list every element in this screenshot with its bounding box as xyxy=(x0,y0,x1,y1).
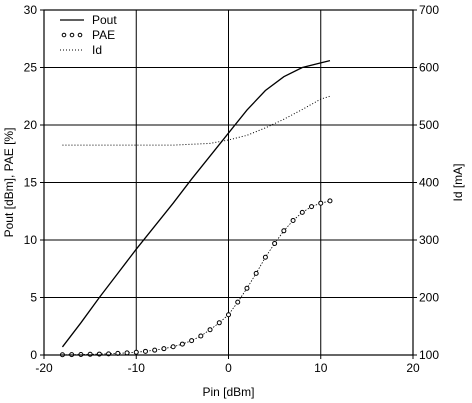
y2-tick-label: 500 xyxy=(419,118,439,132)
y2-tick-label: 100 xyxy=(419,348,439,362)
y-tick-label: 5 xyxy=(30,291,37,305)
series-pae-point xyxy=(309,204,315,210)
legend-pae-marker xyxy=(69,32,75,38)
y2-axis-label: Id [mA] xyxy=(451,163,465,201)
legend-pout-label: Pout xyxy=(92,13,117,27)
series-pae-point xyxy=(262,254,268,260)
legend-id-label: Id xyxy=(92,43,102,57)
x-tick-label: 10 xyxy=(314,361,328,375)
series-pae-point xyxy=(299,209,305,215)
series-pae-point xyxy=(290,217,296,223)
y2-tick-label: 600 xyxy=(419,61,439,75)
series-pae-point xyxy=(124,350,130,356)
x-tick-label: 20 xyxy=(406,361,420,375)
legend-pae-label: PAE xyxy=(92,28,115,42)
y-tick-label: 15 xyxy=(24,176,38,190)
series-pae-point xyxy=(207,327,213,333)
ticks: -20 -10 0 10 2005101520253010020030040050060… xyxy=(24,3,440,375)
series-pae-point xyxy=(253,270,259,276)
series-pout-line xyxy=(61,59,331,348)
series-pae-point xyxy=(179,341,185,347)
legend-pae-marker xyxy=(61,32,67,38)
series-pae-point xyxy=(318,200,324,206)
x-tick-label: 0 xyxy=(225,361,232,375)
series-pae-point xyxy=(272,240,278,246)
grid xyxy=(44,10,413,355)
y-axis-label: Pout [dBm], PAE [%] xyxy=(2,128,16,238)
y-tick-label: 30 xyxy=(24,3,38,17)
series-pae-point xyxy=(235,299,241,305)
y2-tick-label: 700 xyxy=(419,3,439,17)
series-pae-point xyxy=(226,312,231,318)
y-tick-label: 20 xyxy=(24,118,38,132)
y-tick-label: 25 xyxy=(24,61,38,75)
y2-tick-label: 300 xyxy=(419,233,439,247)
legend-pae-marker xyxy=(77,32,83,38)
series-pae-point xyxy=(142,348,148,354)
series-id-line xyxy=(62,95,331,146)
series-pae-point xyxy=(189,338,195,344)
x-tick-label: -20 xyxy=(35,361,53,375)
series-pae-point xyxy=(133,349,139,355)
series-pae-point xyxy=(216,320,222,326)
series-pae-point xyxy=(281,228,287,234)
y-tick-label: 10 xyxy=(24,233,38,247)
series-pae-point xyxy=(198,333,204,339)
y2-tick-label: 200 xyxy=(419,291,439,305)
y-tick-label: 0 xyxy=(30,348,37,362)
series-pae-point xyxy=(152,347,158,353)
series-layer xyxy=(59,59,333,358)
x-tick-label: -10 xyxy=(128,361,146,375)
x-axis-label: Pin [dBm] xyxy=(202,385,254,399)
series-pae-line xyxy=(62,200,331,356)
series-pae-point xyxy=(170,344,176,350)
series-pae-point xyxy=(161,346,167,352)
series-pae-point xyxy=(327,198,333,204)
series-pae-point xyxy=(244,285,250,291)
y2-tick-label: 400 xyxy=(419,176,439,190)
series-pae-point xyxy=(87,351,93,357)
